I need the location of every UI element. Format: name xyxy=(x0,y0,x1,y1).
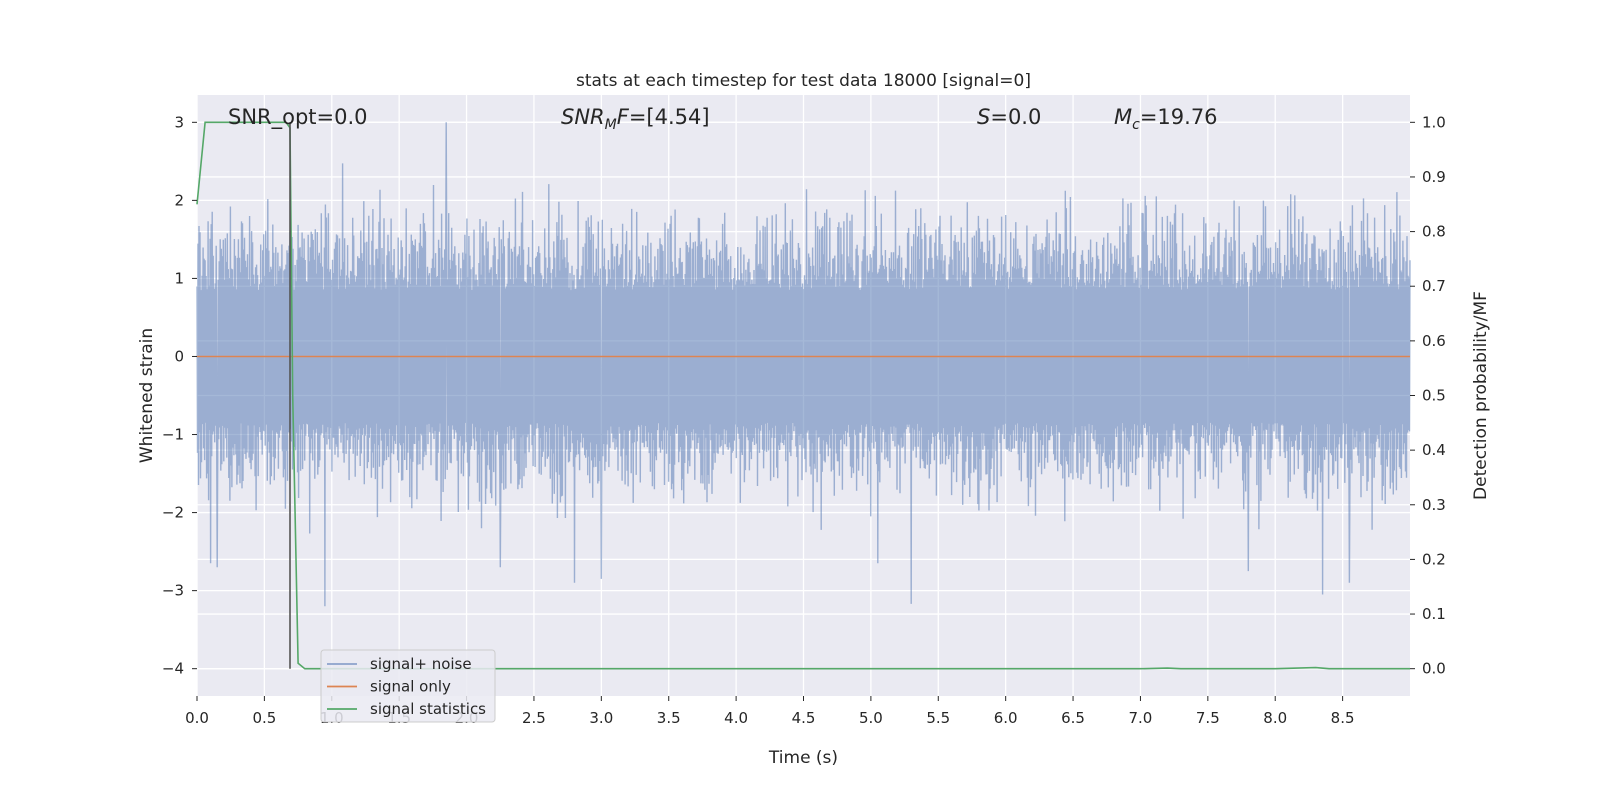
x-tick-label: 0.0 xyxy=(185,709,209,727)
y-left-tick-label: 2 xyxy=(174,191,184,209)
y-right-tick-label: 1.0 xyxy=(1422,113,1446,131)
annotation-s: S=0.0 xyxy=(977,105,1041,129)
x-tick-label: 7.0 xyxy=(1129,709,1153,727)
y-left-tick-label: −2 xyxy=(162,504,184,522)
y-left-tick-label: −1 xyxy=(162,426,184,444)
y-left-tick-label: 0 xyxy=(174,347,184,365)
x-tick-label: 3.5 xyxy=(657,709,681,727)
series-signal-statistics xyxy=(196,121,1410,670)
y-left-tick-label: −3 xyxy=(162,582,184,600)
annotation-snr-mf-value: =[4.54] xyxy=(629,105,710,129)
x-tick-label: 6.0 xyxy=(994,709,1018,727)
y-axis-left-label: Whitened strain xyxy=(137,328,157,463)
annotation-mc-main: M xyxy=(1114,105,1132,129)
y-right-tick-label: 0.9 xyxy=(1422,168,1446,186)
legend-box xyxy=(320,649,496,723)
annotation-snr-mf: SNRMF=[4.54] xyxy=(561,105,710,133)
annotation-snr-mf-sub: M xyxy=(605,117,617,133)
legend: signal+ noise signal only signal statistic… xyxy=(320,649,496,723)
series-lines xyxy=(196,121,1410,670)
x-tick-label: 5.0 xyxy=(859,709,883,727)
y-right-tick-label: 0.5 xyxy=(1422,387,1446,405)
annotation-snr-mf-f: F xyxy=(617,105,630,129)
x-tick-label: 3.0 xyxy=(589,709,613,727)
annotation-mc: Mc=19.76 xyxy=(1114,105,1218,133)
y-left-tick-label: 3 xyxy=(174,113,184,131)
x-tick-label: 8.0 xyxy=(1263,709,1287,727)
y-right-tick-label: 0.6 xyxy=(1422,332,1446,350)
x-tick-label: 2.5 xyxy=(522,709,546,727)
series-signal-noise xyxy=(196,122,1411,607)
legend-label: signal only xyxy=(370,678,451,696)
y-left-tick-label: 1 xyxy=(174,269,184,287)
legend-label: signal statistics xyxy=(370,700,486,718)
y-left-tick-label: −4 xyxy=(162,660,184,678)
y-right-tick-label: 0.4 xyxy=(1422,441,1446,459)
x-tick-label: 0.5 xyxy=(252,709,276,727)
x-tick-label: 5.5 xyxy=(926,709,950,727)
y-axis-left-ticks: 3 2 1 0 −1 −2 −3 −4 xyxy=(162,113,197,678)
annotation-s-main: S xyxy=(977,105,990,129)
x-tick-label: 4.0 xyxy=(724,709,748,727)
y-right-tick-label: 0.7 xyxy=(1422,277,1446,295)
x-tick-label: 4.5 xyxy=(792,709,816,727)
legend-label: signal+ noise xyxy=(370,655,472,673)
y-right-tick-label: 0.8 xyxy=(1422,223,1446,241)
y-right-tick-label: 0.3 xyxy=(1422,496,1446,514)
annotation-snr-mf-main: SNR xyxy=(561,105,605,129)
x-tick-label: 6.5 xyxy=(1061,709,1085,727)
y-right-tick-label: 0.1 xyxy=(1422,605,1446,623)
x-tick-label: 8.5 xyxy=(1331,709,1355,727)
chart-title: stats at each timestep for test data 180… xyxy=(576,71,1031,91)
annotation-snr-opt: SNR_opt=0.0 xyxy=(228,105,368,130)
series-signal-noise-path xyxy=(196,122,1411,607)
y-right-tick-label: 0.0 xyxy=(1422,660,1446,678)
y-axis-right-label: Detection probability/MF xyxy=(1471,291,1491,500)
annotation-mc-value: =19.76 xyxy=(1140,105,1218,129)
y-right-tick-label: 0.2 xyxy=(1422,550,1446,568)
annotation-mc-sub: c xyxy=(1132,117,1140,133)
y-axis-right-ticks: 1.0 0.9 0.8 0.7 0.6 0.5 0.4 0.3 0.2 0.1 0.0 xyxy=(1410,113,1446,678)
x-tick-label: 7.5 xyxy=(1196,709,1220,727)
annotation-s-value: =0.0 xyxy=(990,105,1041,129)
x-axis-label: Time (s) xyxy=(768,748,838,768)
